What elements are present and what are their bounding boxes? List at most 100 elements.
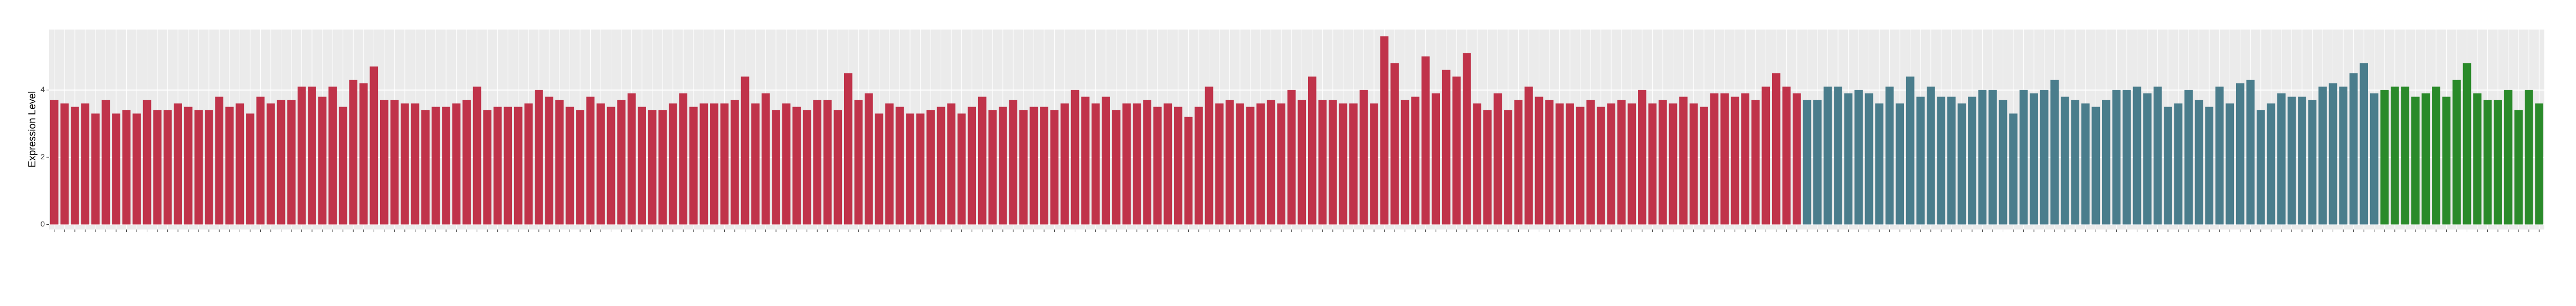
bar [328, 87, 337, 225]
bar [1421, 56, 1430, 225]
bar [1823, 87, 1832, 225]
bar [761, 93, 770, 225]
bar [1184, 117, 1193, 225]
bar [122, 110, 131, 225]
bar [1988, 90, 1997, 225]
bar [668, 103, 677, 225]
bar [1174, 107, 1182, 225]
bar [2421, 93, 2430, 225]
bar [1607, 103, 1616, 225]
y-axis-label: Expression Level [27, 91, 38, 168]
bar [1143, 100, 1152, 225]
bar [731, 100, 739, 225]
bar [1132, 103, 1141, 225]
bar [586, 97, 595, 225]
bar [1803, 100, 1812, 225]
bar [545, 97, 554, 225]
bar [1937, 97, 1946, 225]
bar [1761, 87, 1770, 225]
bar [1400, 100, 1409, 225]
bar [741, 77, 750, 225]
bar [359, 83, 368, 225]
bar [1514, 100, 1523, 225]
bar [2009, 113, 2018, 225]
bar [204, 110, 213, 225]
bar [710, 103, 718, 225]
bar [1009, 100, 1018, 225]
bar [143, 100, 151, 225]
bar [2019, 90, 2028, 225]
bar [844, 73, 853, 225]
bar [1710, 93, 1719, 225]
bar [1390, 63, 1399, 225]
bar [1793, 93, 1801, 225]
bar [1689, 103, 1698, 225]
bar [1999, 100, 2007, 225]
bar [71, 107, 79, 225]
bar [349, 80, 358, 225]
bar [1205, 87, 1214, 225]
bar [1060, 103, 1069, 225]
bar [50, 100, 59, 225]
bar [390, 100, 399, 225]
bar [2349, 73, 2358, 225]
bar [1916, 97, 1925, 225]
bar [978, 97, 987, 225]
bar [2112, 90, 2121, 225]
bar [2123, 90, 2131, 225]
bar [1555, 103, 1564, 225]
bar [1112, 110, 1121, 225]
bar [1215, 103, 1224, 225]
bar [2215, 87, 2224, 225]
bar [2071, 100, 2080, 225]
bar [194, 110, 203, 225]
bar [813, 100, 822, 225]
bar [442, 107, 450, 225]
bar [2174, 103, 2183, 225]
bar [246, 113, 254, 225]
bar [998, 107, 1007, 225]
bar [751, 103, 760, 225]
bar [2040, 90, 2049, 225]
bar [2205, 107, 2213, 225]
bar [2463, 63, 2471, 225]
bar [462, 100, 471, 225]
bar [1566, 103, 1574, 225]
bar [988, 110, 997, 225]
bar [895, 107, 904, 225]
bar [1813, 100, 1822, 225]
bar [401, 103, 409, 225]
bar [256, 97, 265, 225]
bar [2308, 100, 2317, 225]
bar [524, 103, 533, 225]
bar [2246, 80, 2255, 225]
bar [617, 100, 626, 225]
bar [225, 107, 234, 225]
bar [1329, 100, 1337, 225]
bar [1576, 107, 1585, 225]
bar [277, 100, 286, 225]
bar [1071, 90, 1079, 225]
bar [1545, 100, 1554, 225]
bar [2184, 90, 2193, 225]
bar [2050, 80, 2059, 225]
bar [1720, 93, 1729, 225]
bar [2411, 97, 2420, 225]
bar [184, 107, 193, 225]
bar [576, 110, 584, 225]
bar [720, 103, 729, 225]
bar [1906, 77, 1915, 225]
bar [1236, 103, 1244, 225]
bar [1669, 103, 1678, 225]
bar [297, 87, 306, 225]
bar [802, 110, 811, 225]
bar [1659, 100, 1667, 225]
bar [2339, 87, 2347, 225]
bar [2390, 87, 2399, 225]
bar [1782, 87, 1791, 225]
bar [308, 87, 316, 225]
bar [2473, 93, 2482, 225]
bar [1102, 97, 1110, 225]
bar [112, 113, 120, 225]
